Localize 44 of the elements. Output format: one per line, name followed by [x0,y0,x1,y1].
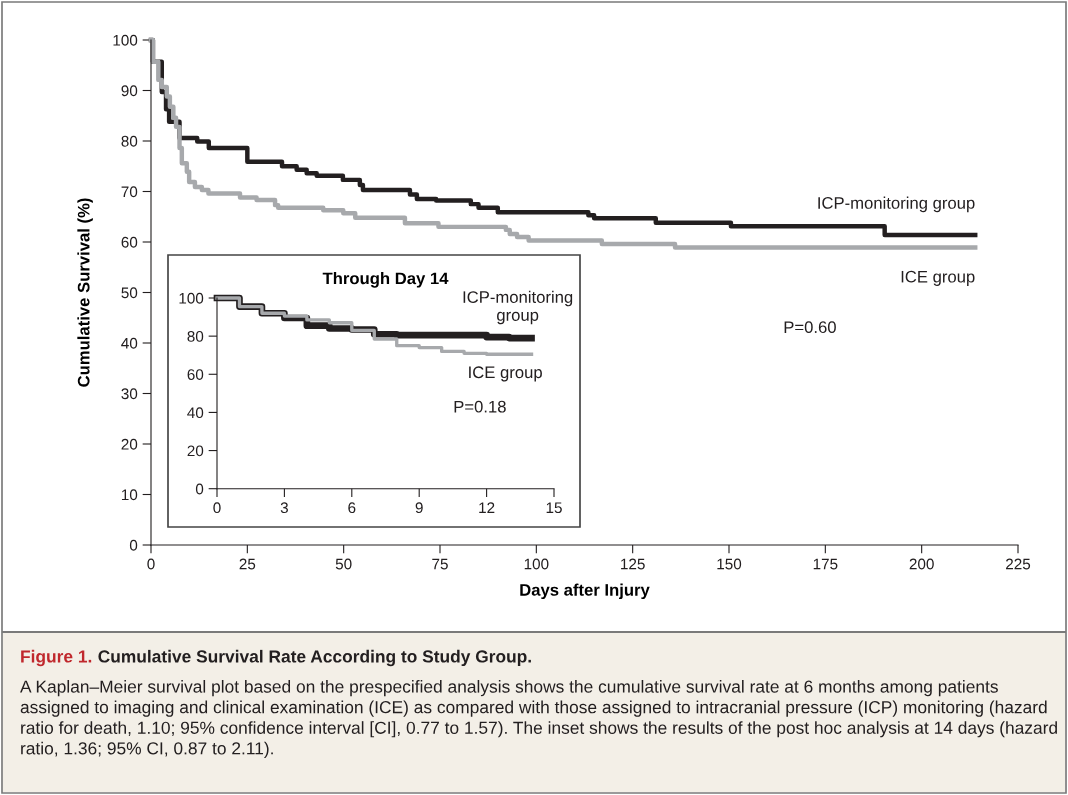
series-label: ICE group [469,366,542,382]
text: A Kaplan–Meier survival plot based on the prespecified analysis shows the cumulative survival rate at 6 months among patients assigned to imaging and clinical examination (ICE) as compared with those assigned to intracranial pressure (ICP) monitoring (hazard ratio for death, 1.10; 95% confidence interval [CI], 0.77 to 1.57). The inset shows the results of the post hoc analysis at 14 days (hazard ratio, 1.36; 95% CI, 0.87 to 2.11). [20,680,1057,758]
x-tick-label: 125 [621,558,645,570]
y-tick-label: 60 [121,236,138,248]
x-tick-label: 200 [909,558,934,570]
y-tick-label: 10 [121,489,138,501]
x-tick-label: 75 [432,558,448,570]
y-tick-label: 30 [121,388,138,400]
chart-title: Through Day 14 [322,272,449,288]
annotation: P=0.60 [784,321,836,334]
x-tick-label: 100 [524,558,549,570]
x-tick-label: 12 [479,502,495,513]
y-tick-label: 80 [121,135,138,147]
x-tick-label: 0 [213,502,221,514]
x-tick-label: 3 [280,502,288,514]
x-tick-label: 15 [546,502,562,514]
y-tick-label: 60 [187,369,204,380]
y-tick-label: 80 [187,331,204,342]
y-tick-label: 90 [121,85,138,97]
y-tick-label: 100 [113,34,138,46]
y-tick-label: 0 [129,539,138,551]
text: Figure 1. Cumulative Survival Rate According to Study Group. [21,649,531,667]
y-tick-label: 20 [187,445,204,457]
y-axis-title: Cumulative Survival (%) [77,198,93,387]
x-tick-label: 0 [147,558,155,570]
y-tick-label: 70 [121,186,138,198]
x-tick-label: 175 [813,558,838,570]
y-tick-label: 40 [187,407,204,419]
y-tick-label: 40 [121,337,138,349]
x-tick-label: 25 [239,558,256,570]
x-axis-title: Days after Injury [520,583,650,600]
y-tick-label: 50 [121,287,138,299]
y-tick-label: 100 [179,292,204,304]
series-label: ICP-monitoring group [818,196,975,213]
y-tick-label: 0 [195,483,204,495]
annotation: P=0.18 [454,400,506,413]
x-tick-label: 9 [415,502,423,514]
series-label: ICP-monitoring group [463,290,573,325]
x-tick-label: 50 [335,558,352,570]
y-tick-label: 20 [121,438,138,450]
x-tick-label: 150 [717,558,742,570]
series-label: ICE group [901,270,975,286]
x-tick-label: 6 [348,502,356,514]
x-tick-label: 225 [1006,558,1031,570]
